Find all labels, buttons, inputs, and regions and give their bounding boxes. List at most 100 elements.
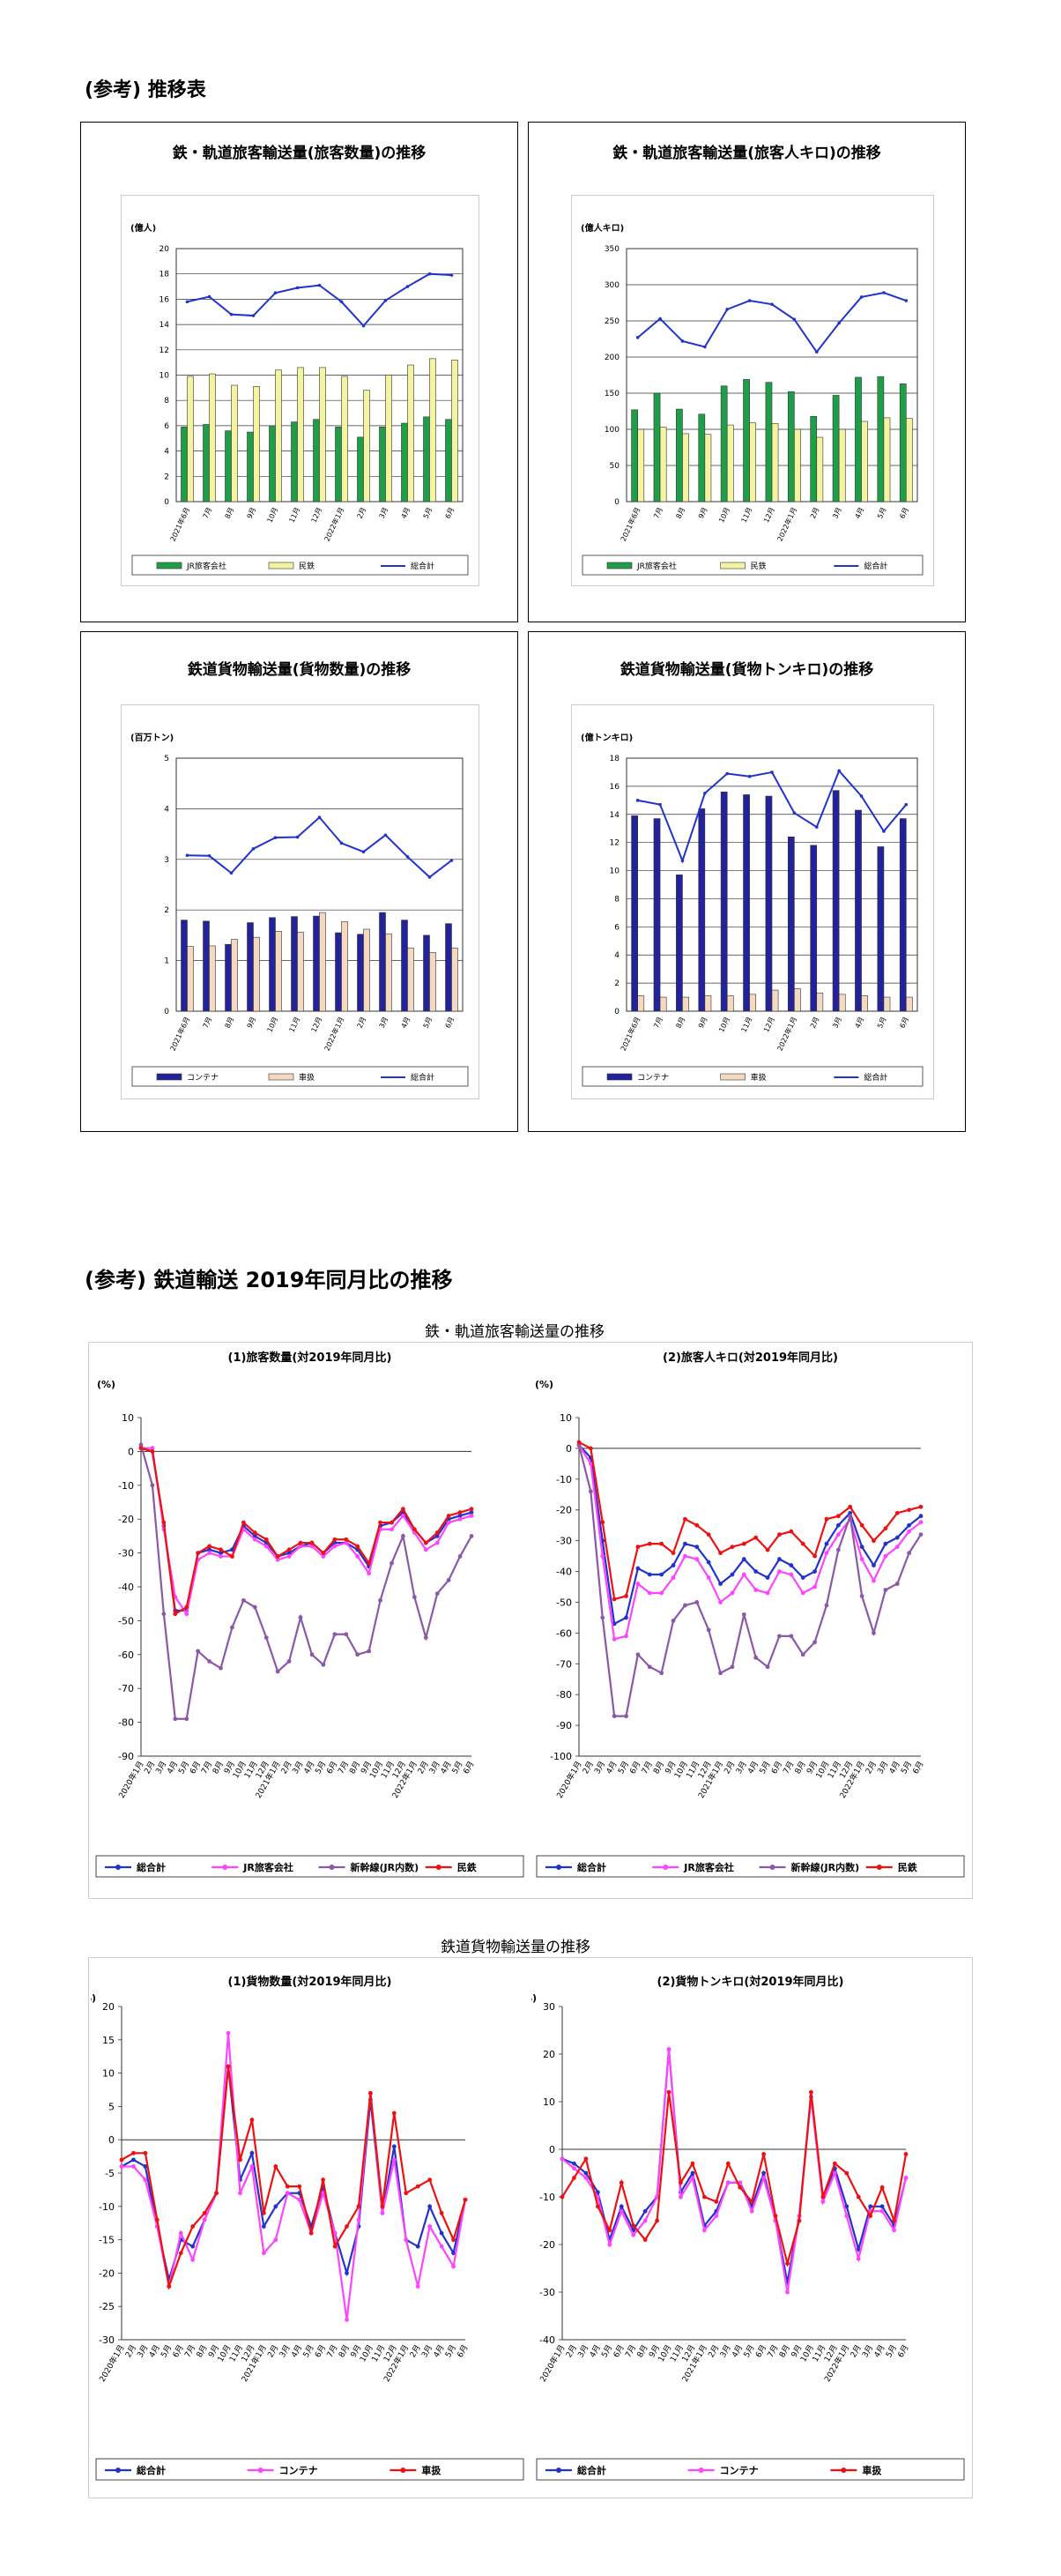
line-point	[741, 1612, 746, 1617]
legend-label: 総合計	[864, 561, 887, 571]
y-tick-label: -5	[105, 2168, 115, 2179]
chart-c5: (1)旅客数量(対2019年同月比) (%) 10 0 -10 -20 -30 -40 -50 -…	[95, 1351, 524, 1878]
line-point	[642, 2208, 648, 2214]
y-tick-label: -10	[539, 2192, 555, 2203]
line-point	[856, 2256, 861, 2261]
y-tick-label: 18	[160, 271, 170, 279]
line-point	[196, 1551, 201, 1555]
x-tick-label: 8月	[195, 2343, 210, 2359]
x-tick-label: 6月	[898, 506, 910, 520]
bar	[720, 385, 728, 503]
bar	[832, 790, 840, 1012]
line-point	[401, 1507, 405, 1512]
x-tick-label: 10月	[265, 506, 279, 524]
line-point	[883, 1526, 888, 1531]
line-point	[824, 1541, 829, 1546]
y-tick-label: -30	[99, 2334, 115, 2346]
x-tick-label: 5月	[176, 1760, 191, 1776]
legend-swatch	[268, 1073, 294, 1081]
line-point	[185, 300, 189, 304]
x-tick-label: 5月	[314, 1760, 329, 1776]
line-point	[190, 2224, 196, 2229]
y-tick-label: -60	[556, 1627, 572, 1639]
line-point	[202, 2210, 207, 2215]
line-point	[241, 1597, 246, 1603]
y-tick-label: -20	[99, 2267, 115, 2279]
line-point	[275, 1557, 280, 1562]
legend-marker	[769, 1865, 775, 1870]
line-point	[427, 2224, 433, 2229]
bar	[749, 994, 757, 1012]
x-tick-label: 3月	[278, 2343, 293, 2359]
line-point	[747, 774, 752, 778]
line-point	[185, 853, 189, 858]
series-line	[578, 1444, 922, 1641]
bar	[653, 392, 661, 503]
line-point	[317, 815, 322, 819]
line-point	[725, 2161, 731, 2166]
line-point	[725, 2180, 731, 2185]
bar	[676, 408, 683, 503]
x-tick-label: 7月	[202, 506, 214, 520]
y-tick-label: -80	[118, 1717, 134, 1729]
line-point	[321, 1662, 326, 1667]
line-point	[588, 1446, 593, 1451]
line-point	[765, 1664, 770, 1670]
legend-marker	[876, 1865, 882, 1870]
x-tick-label: 2020年1月	[97, 2343, 127, 2384]
x-tick-label: 8月	[675, 1016, 687, 1030]
x-tick-label: 8月	[211, 1760, 226, 1776]
x-tick-label: 4月	[147, 2343, 162, 2359]
line-point	[249, 2118, 255, 2122]
line-point	[770, 302, 774, 306]
bar	[253, 386, 260, 503]
line-point	[275, 1554, 280, 1559]
line-point	[832, 2170, 837, 2176]
series-line	[578, 1444, 922, 1626]
bar	[810, 415, 818, 503]
line-point	[671, 1619, 676, 1623]
line-point	[412, 1595, 417, 1599]
bar	[247, 922, 254, 1012]
line-point	[703, 345, 707, 349]
line-point	[367, 1649, 372, 1654]
chart-box-c5: (1)旅客数量(対2019年同月比) (%) 10 0 -10 -20 -30 -40 -50 -…	[91, 1344, 529, 1895]
line-point	[666, 2089, 671, 2095]
legend-marker	[400, 2468, 406, 2473]
line-point	[401, 1513, 405, 1518]
line-point	[812, 1569, 817, 1574]
bar	[253, 936, 260, 1012]
bar	[771, 989, 779, 1012]
line-point	[378, 1597, 382, 1603]
bar	[225, 943, 232, 1012]
y-tick-label: 50	[610, 462, 620, 471]
line-point	[423, 1547, 428, 1552]
x-tick-label: 4月	[730, 2343, 745, 2359]
line-point	[800, 1575, 805, 1580]
line-point	[263, 1635, 269, 1640]
chart-title: 鉄道貨物輸送量(貨物トンキロ)の推移	[620, 661, 874, 679]
line-point	[600, 1520, 605, 1525]
line-point	[624, 1615, 628, 1620]
x-tick-label: 3月	[592, 1760, 607, 1776]
x-tick-label: 2月	[581, 1760, 596, 1776]
line-point	[918, 1532, 924, 1537]
legend-label: JR旅客会社	[186, 561, 226, 571]
bar	[357, 934, 364, 1012]
line-point	[150, 1449, 155, 1454]
line-point	[882, 830, 886, 833]
legend-box	[582, 555, 924, 576]
line-point	[903, 2152, 909, 2156]
bar	[247, 431, 254, 503]
line-point	[814, 825, 819, 829]
bar	[423, 934, 430, 1012]
line-point	[451, 2264, 456, 2269]
legend-label: コンテナ	[637, 1073, 669, 1083]
bar	[883, 996, 891, 1012]
y-tick-label: 8	[164, 397, 169, 406]
x-tick-label: 6月	[898, 1016, 910, 1030]
x-tick-label: 2022年1月	[775, 506, 799, 543]
bar	[451, 947, 458, 1012]
line-point	[749, 2200, 754, 2204]
line-point	[883, 1553, 888, 1559]
